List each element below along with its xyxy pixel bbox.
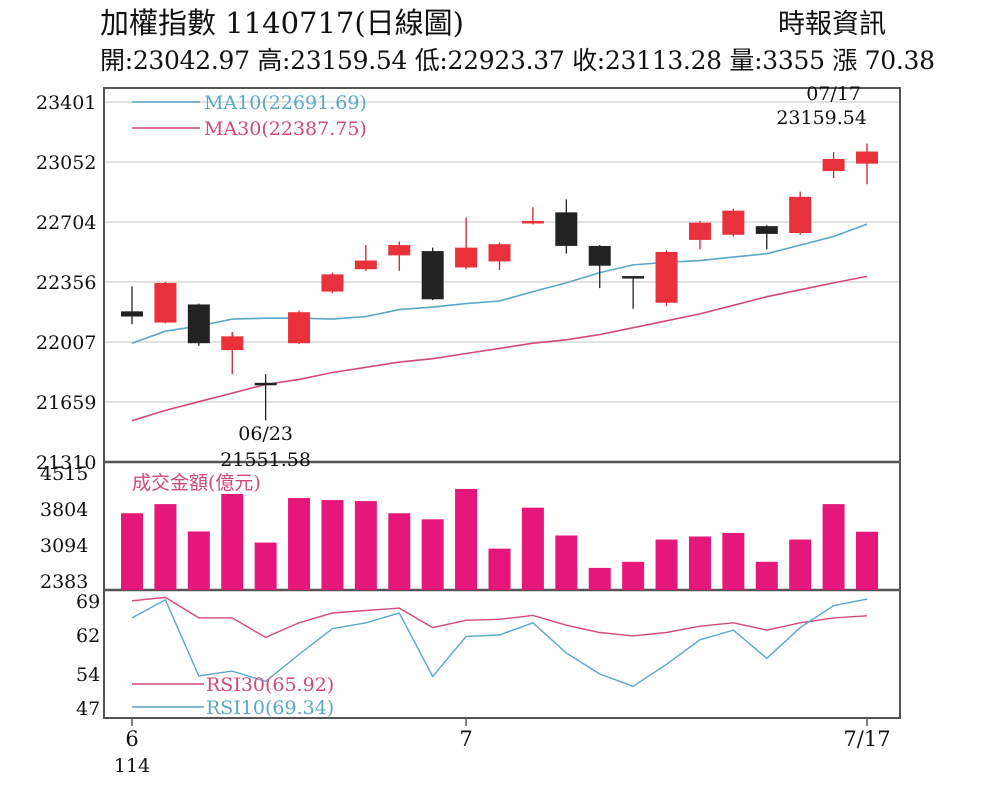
candle-body	[488, 244, 511, 262]
price-y-tick: 22704	[36, 212, 96, 234]
volume-panel: 成交金額(億元)	[121, 472, 878, 590]
candle-body	[455, 247, 478, 268]
candle-body	[622, 276, 645, 279]
volume-bar	[221, 494, 244, 590]
volume-bar	[722, 532, 745, 590]
candle-body	[354, 260, 377, 270]
x-tick-label: 7	[459, 727, 472, 751]
x-year-label: 114	[114, 755, 150, 777]
chart-frame	[103, 87, 901, 719]
rsi10-line	[131, 598, 868, 688]
volume-bar	[622, 561, 645, 590]
candle-body	[288, 312, 311, 344]
price-y-tick: 21310	[36, 452, 96, 474]
x-tick-label: 7/17	[843, 727, 890, 751]
source-label: 時報資訊	[778, 9, 886, 40]
price-y-tick: 22356	[36, 272, 96, 294]
volume-bar	[856, 531, 878, 590]
candle-body	[321, 274, 344, 292]
volume-bar	[388, 513, 411, 590]
candle-body	[755, 226, 778, 234]
low-date-label: 06/23	[238, 423, 293, 445]
candle-body	[421, 251, 444, 300]
volume-bar	[588, 567, 611, 590]
candle-body	[688, 222, 711, 240]
x-tick-label: 6	[125, 727, 138, 751]
outer-frame	[103, 87, 901, 719]
candle-body	[789, 196, 812, 234]
volume-bar	[455, 488, 478, 590]
price-y-tick: 22007	[36, 332, 96, 354]
volume-bar	[655, 539, 678, 590]
volume-bar	[254, 542, 277, 590]
rsi30-line	[131, 596, 868, 639]
candle-body	[521, 220, 544, 224]
chart-title: 加權指數 1140717(日線圖)	[100, 6, 465, 40]
volume-y-tick: 2383	[40, 571, 88, 593]
volume-bar	[421, 519, 444, 590]
price-y-tick: 23052	[36, 152, 96, 174]
volume-bar	[187, 531, 210, 590]
candle-body	[588, 245, 611, 266]
high-value-label: 23159.54	[776, 107, 867, 129]
price-panel: MA10(22691.69) MA30(22387.75) 07/1723159.5…	[121, 83, 878, 471]
low-value-label: 21551.58	[220, 449, 311, 471]
rsi30-legend-label: RSI30(65.92)	[206, 674, 334, 696]
candle-body	[254, 382, 277, 386]
price-summary: 開:23042.97 高:23159.54 低:22923.37 收:23113…	[100, 46, 935, 75]
ma10-legend-label: MA10(22691.69)	[204, 92, 367, 114]
high-date-label: 07/17	[806, 83, 861, 105]
candle-body	[187, 304, 210, 344]
volume-bar	[288, 498, 311, 590]
price-y-tick: 23401	[36, 92, 96, 114]
rsi-y-tick: 62	[76, 625, 100, 647]
volume-y-tick: 4515	[40, 463, 88, 485]
candle-body	[722, 210, 745, 235]
volume-label: 成交金額(億元)	[132, 472, 261, 494]
volume-bar	[755, 561, 778, 590]
candle-body	[555, 212, 578, 246]
volume-bar	[321, 500, 344, 590]
rsi-y-tick: 54	[76, 664, 100, 686]
candle-body	[154, 282, 177, 323]
volume-bar	[822, 504, 845, 590]
rsi10-legend-label: RSI10(69.34)	[206, 697, 334, 719]
candle-body	[655, 251, 678, 303]
candle-body	[388, 245, 411, 256]
volume-bar	[789, 539, 812, 590]
volume-y-tick: 3094	[40, 535, 88, 557]
volume-bar	[688, 536, 711, 590]
volume-bar	[121, 513, 143, 590]
rsi-panel: RSI30(65.92)RSI10(69.34)	[131, 596, 868, 719]
volume-bar	[488, 548, 511, 590]
volume-y-tick: 3804	[40, 499, 88, 521]
rsi-y-tick: 47	[76, 698, 100, 720]
ma30-line	[131, 275, 868, 422]
volume-bar	[154, 504, 177, 590]
volume-bar	[521, 507, 544, 590]
rsi-y-tick: 69	[76, 591, 100, 613]
volume-bar	[354, 501, 377, 590]
ma10-line	[131, 223, 868, 344]
candle-body	[121, 311, 143, 317]
price-y-tick: 21659	[36, 392, 96, 414]
ma30-legend-label: MA30(22387.75)	[204, 118, 367, 140]
candle-body	[856, 151, 878, 164]
volume-bar	[555, 535, 578, 590]
candle-body	[822, 158, 845, 172]
candle-body	[221, 336, 244, 351]
